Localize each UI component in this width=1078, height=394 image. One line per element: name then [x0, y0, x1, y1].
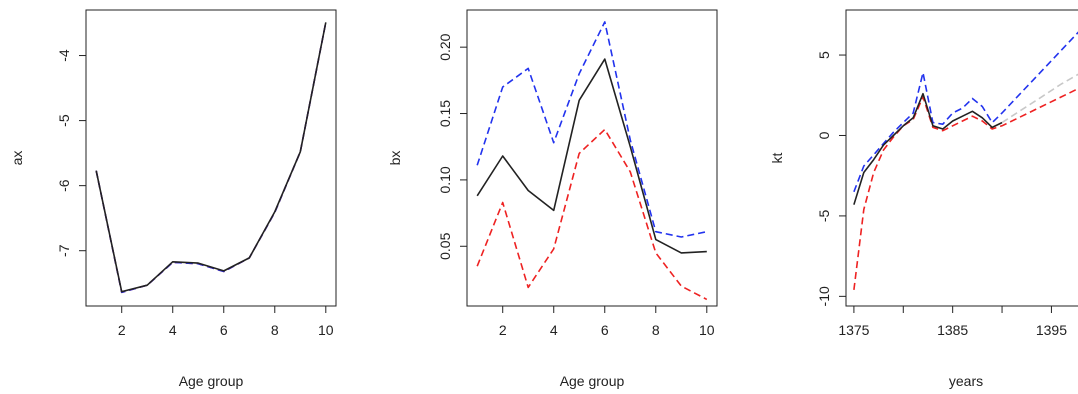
bx-plot-frame — [466, 9, 718, 307]
ax-x-tick-label: 2 — [118, 322, 126, 338]
bx-plot-area — [476, 21, 708, 301]
bx-y-axis-label: bx — [387, 151, 403, 166]
kt-x-tick-label: 1375 — [838, 322, 869, 338]
bx-panel: 2 4 6 8 10 0.05 0.10 0.15 0.20 Age group bx — [387, 9, 718, 389]
kt-x-axis-label: years — [949, 373, 983, 389]
kt-plot-frame — [845, 9, 1078, 307]
bx-y-tick-label: 0.05 — [437, 232, 453, 259]
bx-series-lower — [476, 128, 708, 301]
bx-series-upper — [476, 21, 707, 238]
bx-x-tick-label: 4 — [550, 322, 558, 338]
bx-y-axis: 0.05 0.10 0.15 0.20 — [437, 33, 467, 260]
ax-y-tick-label: -6 — [56, 179, 72, 192]
bx-series-fit — [476, 58, 707, 254]
kt-x-axis: 1375 1385 1395 — [838, 306, 1067, 338]
ax-y-tick-label: -5 — [56, 114, 72, 127]
ax-y-tick-label: -4 — [56, 49, 72, 62]
bx-x-tick-label: 6 — [601, 322, 609, 338]
kt-series-lower — [853, 87, 1078, 290]
bx-x-tick-label: 10 — [699, 322, 715, 338]
ax-series-upper — [95, 22, 327, 294]
bx-x-tick-label: 2 — [499, 322, 507, 338]
kt-y-tick-label: -10 — [816, 286, 832, 306]
bx-x-axis: 2 4 6 8 10 — [499, 306, 715, 338]
ax-y-axis: -7 -6 -5 -4 — [56, 49, 86, 257]
kt-y-axis: -10 -5 0 5 — [816, 51, 846, 306]
ax-x-tick-label: 6 — [220, 322, 228, 338]
ax-x-axis: 2 4 6 8 10 — [118, 306, 334, 338]
ax-y-tick-label: -7 — [56, 244, 72, 257]
bx-y-tick-label: 0.15 — [437, 100, 453, 127]
kt-panel: 1375 1385 1395 -10 -5 0 5 years kt — [769, 9, 1078, 389]
kt-y-tick-label: -5 — [816, 209, 832, 222]
kt-y-tick-label: 0 — [816, 131, 832, 139]
bx-y-tick-label: 0.20 — [437, 33, 453, 60]
bx-y-tick-label: 0.10 — [437, 166, 453, 193]
bx-x-tick-label: 8 — [652, 322, 660, 338]
ax-plot-area — [95, 22, 327, 294]
kt-x-tick-label: 1385 — [937, 322, 968, 338]
ax-plot-frame — [85, 9, 337, 307]
kt-y-axis-label: kt — [769, 152, 785, 163]
ax-series-lower — [95, 22, 327, 294]
kt-series-upper — [853, 31, 1078, 193]
bx-x-axis-label: Age group — [560, 373, 625, 389]
ax-series-fit — [95, 22, 327, 293]
ax-panel: 2 4 6 8 10 -7 -6 -5 -4 Age group ax — [9, 9, 337, 389]
ax-x-tick-label: 8 — [271, 322, 279, 338]
kt-series-fit — [853, 92, 1003, 205]
ax-x-axis-label: Age group — [179, 373, 244, 389]
ax-x-tick-label: 4 — [169, 322, 177, 338]
ax-y-axis-label: ax — [9, 151, 25, 166]
kt-x-tick-label: 1395 — [1036, 322, 1067, 338]
ax-x-tick-label: 10 — [318, 322, 334, 338]
kt-series-projection — [1001, 73, 1078, 124]
kt-plot-area — [853, 31, 1078, 290]
kt-y-tick-label: 5 — [816, 51, 832, 59]
